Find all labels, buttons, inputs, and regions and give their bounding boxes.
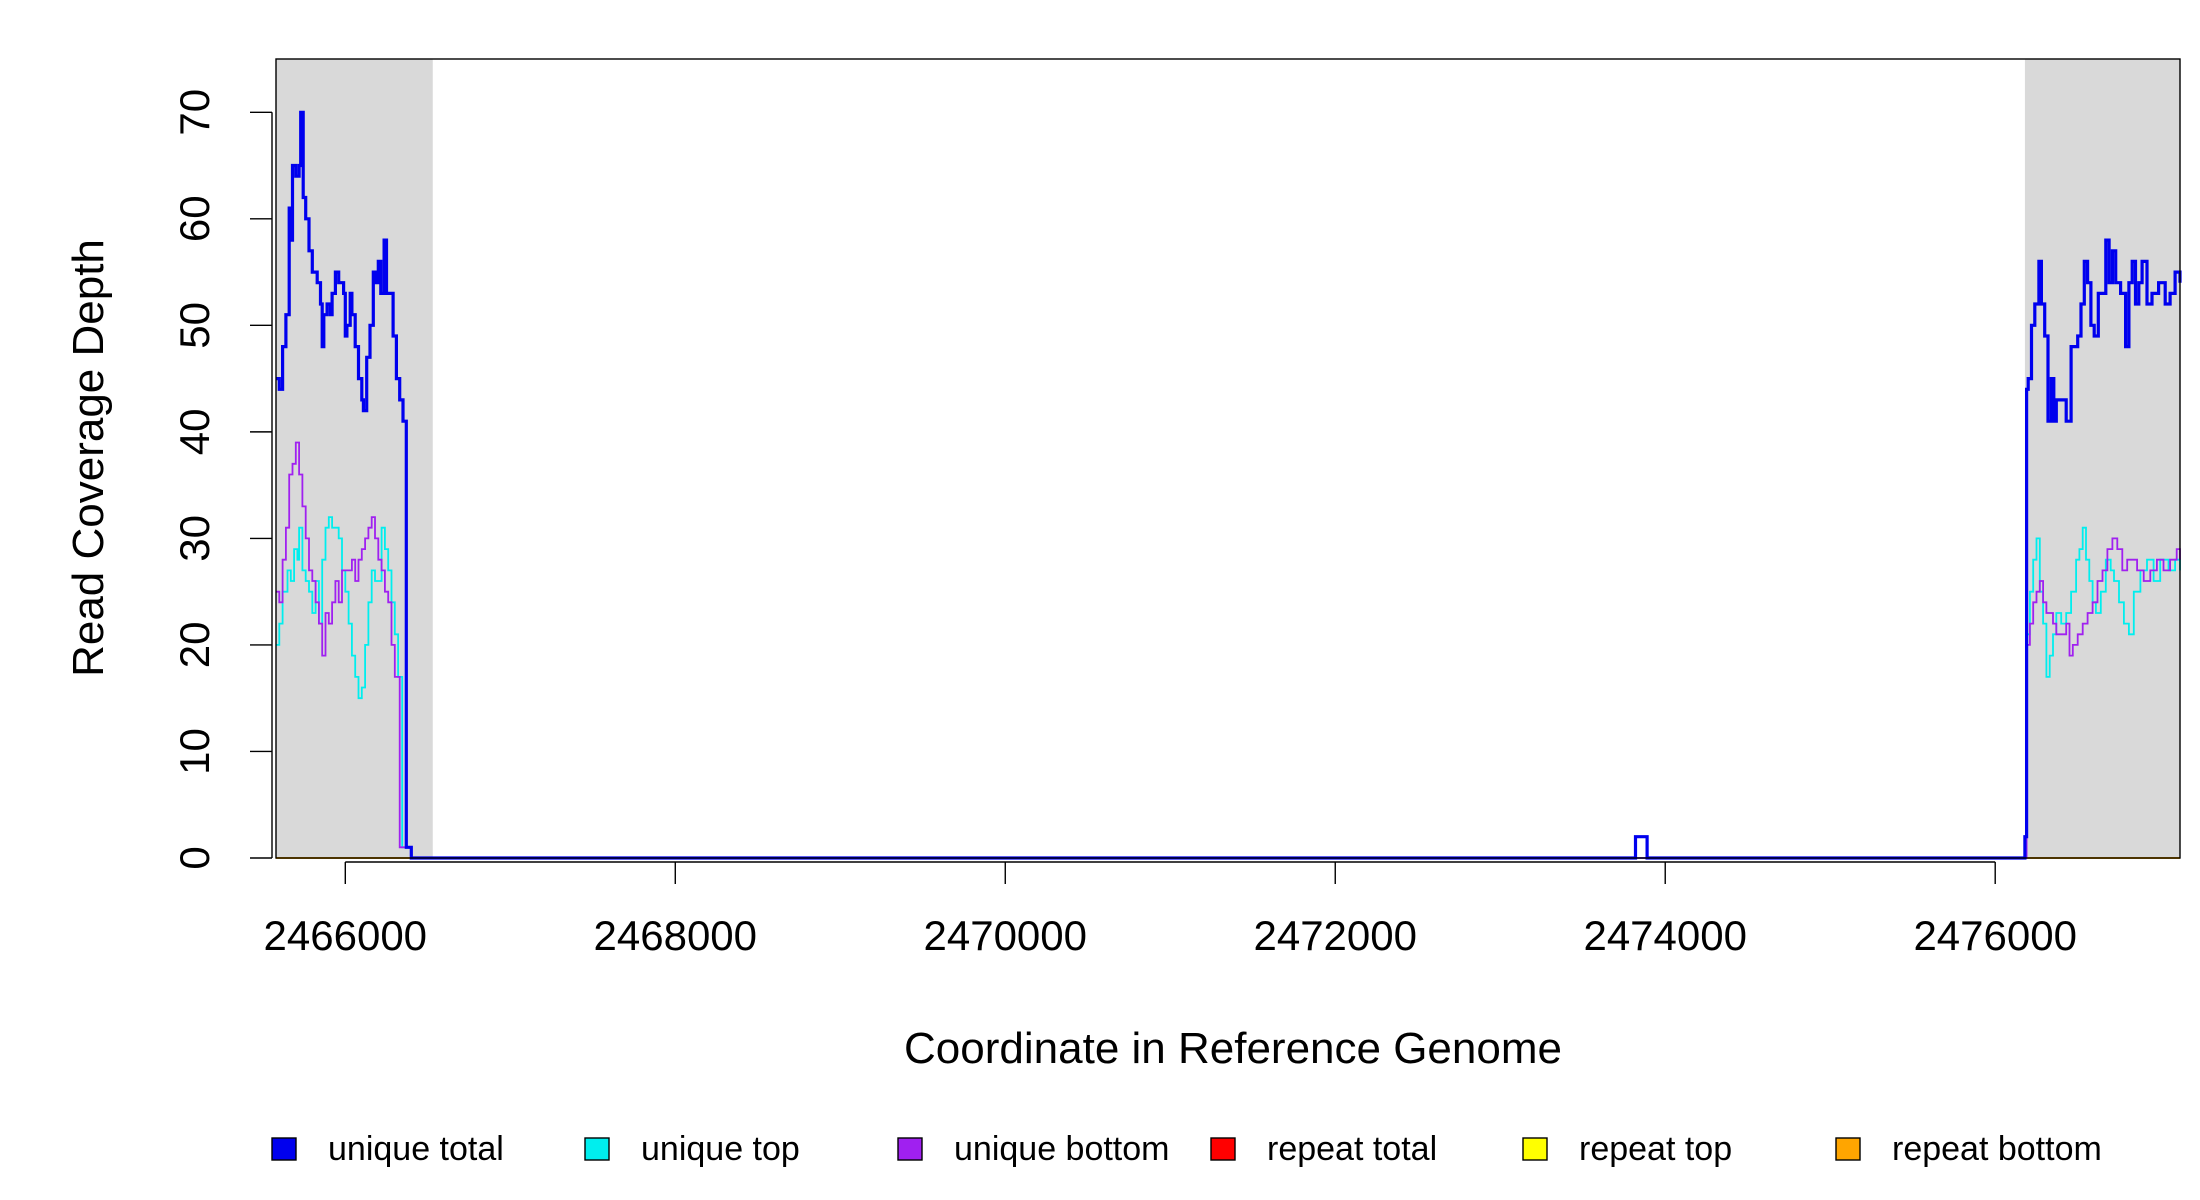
- legend-item-unique-total: unique total: [271, 1130, 504, 1168]
- y-tick-label: 70: [171, 89, 218, 136]
- y-tick-label: 0: [171, 846, 218, 869]
- x-axis-label: Coordinate in Reference Genome: [904, 1024, 1562, 1073]
- x-tick-label: 2468000: [594, 912, 758, 959]
- series-line-unique-bottom: [276, 441, 2181, 859]
- legend-swatch: [271, 1137, 297, 1161]
- legend-item-unique-top: unique top: [584, 1130, 800, 1168]
- legend-label: unique top: [641, 1130, 800, 1168]
- legend-item-repeat-top: repeat top: [1522, 1130, 1732, 1168]
- x-tick-label: 2474000: [1583, 912, 1747, 959]
- series-line-unique-total: [276, 110, 2182, 860]
- y-tick-label: 40: [171, 409, 218, 456]
- legend-item-repeat-total: repeat total: [1210, 1130, 1437, 1168]
- legend-item-repeat-bottom: repeat bottom: [1835, 1130, 2102, 1168]
- legend-label: unique bottom: [954, 1130, 1170, 1168]
- y-tick-label: 30: [171, 515, 218, 562]
- x-axis: 2466000 2468000 2470000 2472000 2474000 24760…: [264, 861, 2077, 959]
- legend: unique total unique top unique bottom repea…: [271, 1130, 2102, 1168]
- x-tick-label: 2470000: [924, 912, 1088, 959]
- series-line-unique-top: [276, 516, 2181, 859]
- legend-label: unique total: [328, 1130, 504, 1168]
- y-tick-label: 50: [171, 302, 218, 349]
- y-tick-label: 60: [171, 195, 218, 242]
- y-axis: 0 10 20 30 40 50 60 70: [171, 89, 273, 870]
- legend-label: repeat bottom: [1892, 1130, 2102, 1168]
- legend-item-unique-bottom: unique bottom: [897, 1130, 1170, 1168]
- legend-label: repeat top: [1579, 1130, 1732, 1168]
- series-lines: [276, 110, 2182, 860]
- flank-region-1: [2024, 59, 2180, 858]
- legend-swatch: [1210, 1137, 1236, 1161]
- x-tick-label: 2472000: [1253, 912, 1417, 959]
- y-tick-label: 10: [171, 728, 218, 775]
- x-tick-label: 2476000: [1913, 912, 2077, 959]
- legend-label: repeat total: [1267, 1130, 1437, 1168]
- legend-swatch: [584, 1137, 610, 1161]
- flank-regions: [276, 59, 2180, 858]
- legend-swatch: [1522, 1137, 1548, 1161]
- y-axis-label: Read Coverage Depth: [64, 239, 113, 677]
- x-tick-label: 2466000: [264, 912, 428, 959]
- plot-frame: [275, 58, 2181, 859]
- legend-swatch: [897, 1137, 923, 1161]
- legend-swatch: [1835, 1137, 1861, 1161]
- y-tick-label: 20: [171, 622, 218, 669]
